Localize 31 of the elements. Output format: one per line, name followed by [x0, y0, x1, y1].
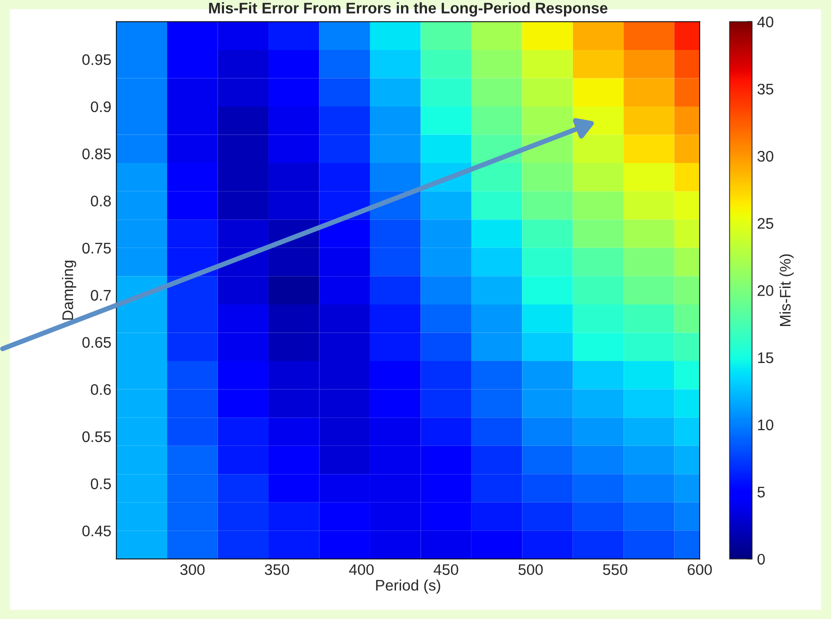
y-tick-label: 0.45 — [82, 526, 111, 536]
y-tick-label: 0.95 — [82, 54, 111, 66]
y-tick-label: 0.65 — [82, 337, 111, 348]
color-bar-label: 10 — [758, 420, 774, 430]
color-bar-title: Mis-Fit (%) — [779, 254, 794, 326]
color-bar-label: 15 — [758, 352, 774, 364]
y-tick-label: 0.7 — [90, 290, 111, 301]
color-bar-label: 35 — [758, 84, 774, 95]
chart-title: Mis-Fit Error From Errors in the Long-Period Response — [209, 2, 608, 17]
color-bar-label: 40 — [757, 16, 774, 28]
color-bar-label: 0 — [758, 554, 765, 565]
x-tick-label: 450 — [434, 564, 458, 576]
color-bar-label: 30 — [758, 150, 774, 162]
y-axis-title: Damping — [62, 260, 76, 320]
y-tick-label: 0.55 — [82, 431, 111, 442]
y-tick-label: 0.5 — [90, 478, 111, 490]
x-tick-label: 600 — [688, 564, 712, 576]
x-tick-label: 500 — [518, 564, 543, 576]
x-axis-title: Period (s) — [376, 579, 440, 594]
y-tick-label: 0.6 — [90, 384, 111, 395]
color-bar-label: 20 — [758, 285, 774, 296]
x-tick-label: 400 — [349, 564, 374, 576]
y-tick-label: 0.9 — [90, 101, 111, 112]
y-tick-label: 0.85 — [82, 148, 111, 160]
y-tick-label: 0.8 — [90, 196, 111, 206]
x-tick-label: 550 — [603, 564, 628, 576]
y-tick-label: 0.75 — [82, 242, 111, 254]
x-tick-label: 300 — [180, 564, 205, 576]
color-bar-label: 5 — [758, 486, 765, 498]
x-tick-label: 350 — [264, 564, 290, 576]
color-bar-label: 25 — [758, 218, 774, 229]
